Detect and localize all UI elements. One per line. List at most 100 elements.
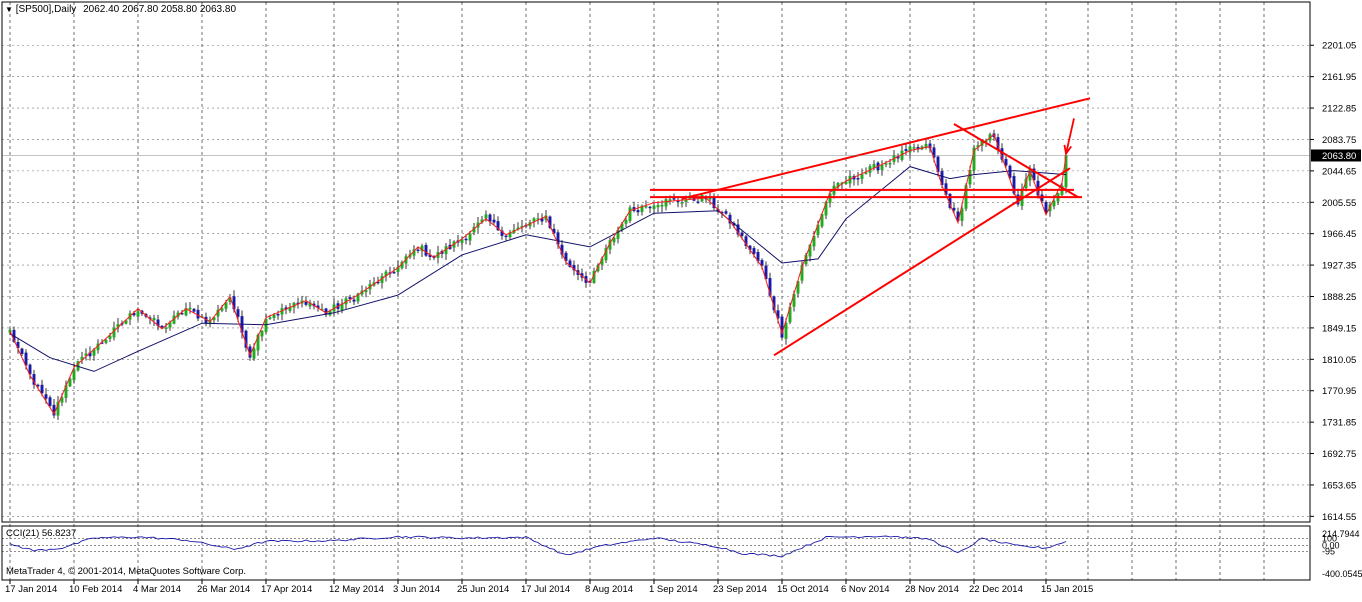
candle-body <box>84 353 88 356</box>
cci-tick-label: -95 <box>1322 547 1335 557</box>
candle-body <box>264 319 268 332</box>
time-tick-label: 10 Feb 2014 <box>69 584 122 595</box>
candle-body <box>352 299 356 302</box>
trendline[interactable] <box>773 167 1071 357</box>
candle-body <box>164 327 168 329</box>
candle-body <box>276 313 280 316</box>
candle-body <box>740 232 744 236</box>
time-tick-label: 17 Jan 2014 <box>5 584 57 595</box>
candle-body <box>192 308 196 312</box>
candle-body <box>188 307 192 310</box>
price-tick-label: 1927.35 <box>1322 261 1356 272</box>
trendline[interactable] <box>953 123 1079 198</box>
candle-body <box>752 248 756 254</box>
candle-body <box>780 316 784 338</box>
candle-body <box>760 260 764 266</box>
time-tick-label: 23 Sep 2014 <box>713 584 767 595</box>
price-tick-label: 1692.75 <box>1322 449 1356 460</box>
candle-body <box>416 249 420 251</box>
candle-body <box>888 162 892 165</box>
current-price-box <box>1311 149 1361 162</box>
candle-body <box>696 201 700 203</box>
candle-body <box>828 193 832 203</box>
price-tick-label: 1770.95 <box>1322 386 1356 397</box>
candle-body <box>260 330 264 337</box>
price-panel-frame <box>1 1 1311 523</box>
candle-body <box>104 340 108 343</box>
candle-body <box>564 252 568 261</box>
candle-body <box>652 205 656 210</box>
candle-body <box>464 238 468 241</box>
price-tick-label: 2044.65 <box>1322 166 1356 177</box>
time-tick-label: 4 Mar 2014 <box>133 584 181 595</box>
trendline-drawings[interactable] <box>650 97 1091 357</box>
candle-body <box>636 210 640 213</box>
price-tick-label: 2005.55 <box>1322 198 1356 209</box>
candle-body <box>40 384 44 394</box>
candle-body <box>624 219 628 224</box>
price-tick-label: 1653.65 <box>1322 480 1356 491</box>
candle-body <box>860 174 864 180</box>
candle-body <box>224 302 228 309</box>
candle-body <box>72 369 76 381</box>
candle-body <box>784 323 788 339</box>
candle-body <box>48 397 52 406</box>
candle-body <box>660 204 664 207</box>
candle-body <box>1008 165 1012 178</box>
moving-average-line <box>9 166 1067 372</box>
candle-body <box>912 147 916 149</box>
candle-body <box>736 224 740 235</box>
price-tick-label: 1614.55 <box>1322 512 1356 523</box>
candle-body <box>60 397 64 403</box>
candle-body <box>908 146 912 153</box>
price-tick-label: 2083.75 <box>1322 135 1356 146</box>
candle-body <box>640 205 644 213</box>
candle-body <box>364 290 368 293</box>
candle-body <box>880 164 884 170</box>
candle-body <box>932 147 936 158</box>
candle-body <box>612 237 616 243</box>
cci-tick-label: -400.0545 <box>1322 569 1362 579</box>
candle-body <box>708 197 712 200</box>
chart-header: ▼ [SP500],Daily 2062.40 2067.80 2058.80 … <box>5 4 236 15</box>
candle-body <box>28 364 32 375</box>
candle-body <box>424 245 428 256</box>
collapse-triangle-icon[interactable]: ▼ <box>5 5 13 14</box>
cci-tick-label: 100 <box>1322 534 1337 544</box>
candle-body <box>1004 158 1008 166</box>
time-tick-label: 25 Jun 2014 <box>457 584 509 595</box>
time-tick-label: 26 Mar 2014 <box>197 584 250 595</box>
ohlc-label: 2062.40 2067.80 2058.80 2063.80 <box>83 4 237 15</box>
time-tick-label: 15 Jan 2015 <box>1041 584 1093 595</box>
price-tick-label: 2122.85 <box>1322 104 1356 115</box>
candle-body <box>744 236 748 246</box>
candle-body <box>724 211 728 214</box>
candle-body <box>1012 176 1016 194</box>
price-tick-label: 1888.25 <box>1322 292 1356 303</box>
cci-title: CCI(21) 56.8237 <box>6 528 77 539</box>
time-tick-label: 17 Jul 2014 <box>521 584 570 595</box>
candle-body <box>864 172 868 174</box>
candle-body <box>1052 200 1056 207</box>
candle-body <box>496 221 500 231</box>
candle-body <box>256 334 260 351</box>
candle-body <box>644 206 648 208</box>
candle-body <box>488 214 492 222</box>
candle-body <box>160 325 164 328</box>
candle-body <box>252 348 256 359</box>
candle-body <box>884 163 888 165</box>
candle-body <box>236 309 240 317</box>
copyright-label: MetaTrader 4, © 2001-2014, MetaQuotes So… <box>6 566 247 577</box>
cci-tick-label: 0.00 <box>1322 540 1340 550</box>
candle-body <box>356 293 360 302</box>
zigzag-line <box>9 133 1067 416</box>
candle-body <box>136 311 140 317</box>
candle-body <box>484 214 488 219</box>
trendline[interactable] <box>681 97 1091 200</box>
price-tick-label: 1849.15 <box>1322 323 1356 334</box>
candle-body <box>68 378 72 387</box>
time-tick-label: 6 Nov 2014 <box>841 584 890 595</box>
grid-lines <box>2 2 1310 580</box>
